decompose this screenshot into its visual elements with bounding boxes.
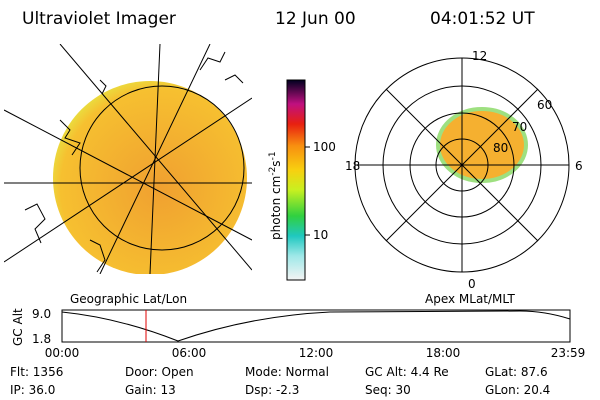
timeline-frame [61,309,571,343]
colorbar-tick: 10 [313,228,328,242]
time: 04:01:52 UT [430,9,535,29]
exponent: -2 [268,167,278,176]
timeline-ytick: 1.8 [32,332,51,346]
mlt-label: 18 [345,159,360,173]
info-field: Dsp: -2.3 [245,383,299,397]
mlat-label: 80 [493,141,508,155]
mlt-label: 12 [472,49,487,63]
info-field: GC Alt: 4.4 Re [365,365,449,379]
left-caption: Geographic Lat/Lon [70,292,187,306]
polar-caption: Apex MLat/MLT [425,292,515,306]
altitude-curve [61,310,571,342]
mlat-label: 70 [512,120,527,134]
exponent: -1 [268,151,278,160]
unit: s [269,160,283,166]
info-field: Mode: Normal [245,365,329,379]
colorbar [286,79,306,281]
timeline-xtick: 12:00 [299,346,334,360]
timeline-xtick: 06:00 [172,346,207,360]
title: Ultraviolet Imager [22,9,176,29]
info-field: Gain: 13 [125,383,176,397]
colorbar-label: photon cm-2s-1 [268,151,283,240]
info-field: IP: 36.0 [10,383,55,397]
mlat-label: 60 [537,98,552,112]
unit: photon cm [269,176,283,240]
timeline-xtick: 18:00 [426,346,461,360]
timeline-xtick: 23:59 [551,346,586,360]
info-panel: Flt: 1356 Door: Open Mode: Normal GC Alt: 4… [10,365,550,397]
timeline-xtick: 00:00 [45,346,80,360]
info-field: GLon: 20.4 [485,383,550,397]
timeline-ylabel: GC Alt [11,308,25,346]
info-field: Flt: 1356 [10,365,63,379]
info-field: GLat: 87.6 [485,365,548,379]
mlt-label: 6 [575,159,583,173]
colorbar-tick: 100 [313,140,336,154]
date: 12 Jun 00 [275,9,356,29]
timeline-ytick: 9.0 [32,307,51,321]
geo-image [4,44,252,274]
mlt-label: 0 [468,277,476,291]
info-field: Door: Open [125,365,194,379]
info-field: Seq: 30 [365,383,411,397]
polar-plot [354,57,570,273]
